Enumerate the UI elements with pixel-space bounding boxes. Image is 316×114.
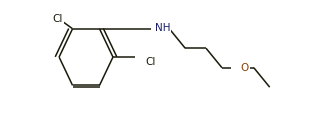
Text: Cl: Cl	[146, 56, 156, 66]
Text: Cl: Cl	[53, 14, 63, 24]
Text: NH: NH	[155, 23, 170, 33]
Text: O: O	[240, 62, 249, 72]
